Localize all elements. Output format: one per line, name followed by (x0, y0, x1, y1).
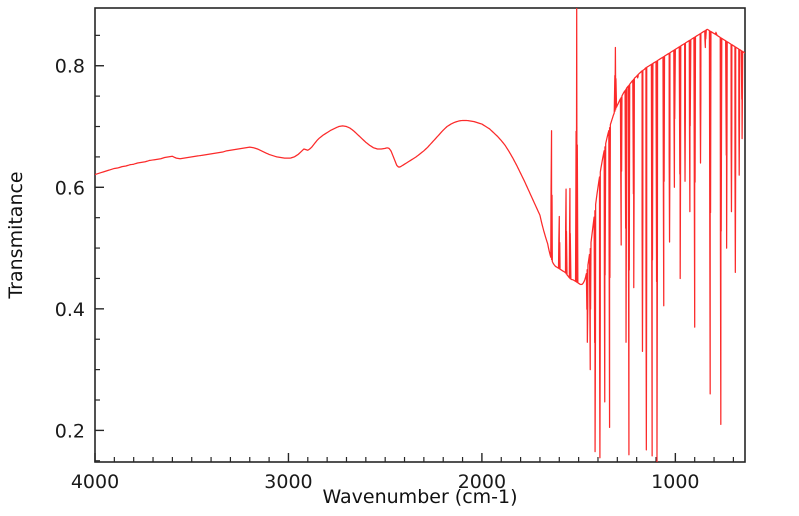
plot-frame (94, 7, 746, 463)
y-tick-label: 0.6 (55, 177, 85, 199)
plot-border (94, 7, 746, 463)
spectrum-line (95, 8, 745, 462)
y-axis-ticks (95, 34, 104, 462)
spectrum-series (95, 8, 745, 462)
x-tick-label: 3000 (264, 471, 312, 493)
x-tick-label: 4000 (71, 471, 119, 493)
x-axis-tick-labels: 4000 3000 2000 1000 (71, 471, 700, 493)
y-axis-tick-labels: 0.2 0.4 0.6 0.8 (55, 56, 85, 443)
x-tick-label: 1000 (651, 471, 699, 493)
x-tick-label: 2000 (458, 471, 506, 493)
y-tick-label: 0.4 (55, 299, 85, 321)
x-axis-title: Wavenumber (cm-1) (322, 486, 517, 508)
y-tick-label: 0.8 (55, 56, 85, 78)
y-tick-label: 0.2 (55, 420, 85, 442)
y-axis-title: Transmitance (5, 171, 27, 299)
x-axis-ticks (94, 453, 734, 462)
